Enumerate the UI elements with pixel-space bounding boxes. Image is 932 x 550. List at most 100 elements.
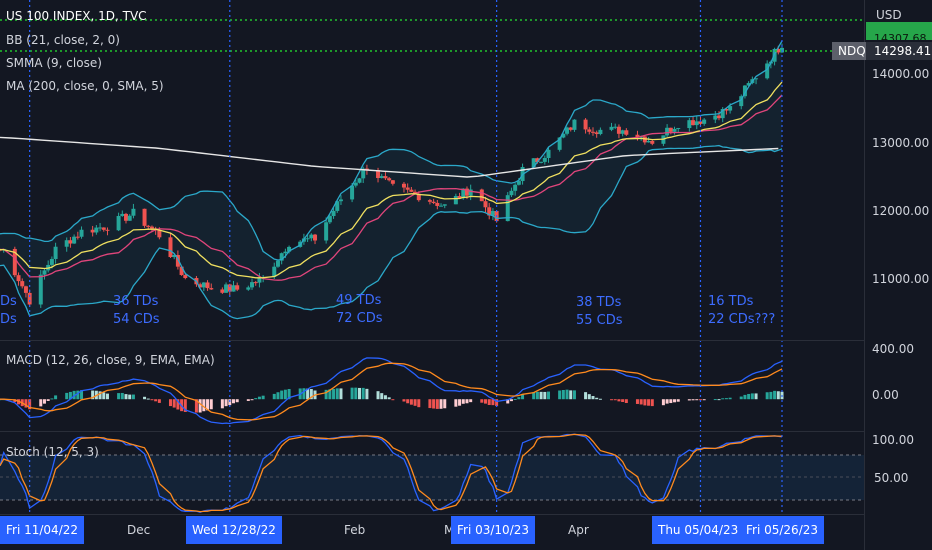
- macd-histogram-bar: [613, 399, 617, 401]
- macd-histogram-bar: [495, 399, 499, 407]
- candle-body: [716, 115, 721, 119]
- candle-body: [313, 234, 318, 241]
- candle-body: [583, 119, 588, 130]
- date-marker-tag: Thu 05/04/23: [652, 516, 745, 544]
- macd-histogram-bar: [776, 391, 780, 400]
- macd-histogram-bar: [584, 392, 588, 400]
- annotation-td: 49 TDs: [336, 293, 382, 308]
- macd-histogram-bar: [350, 387, 354, 400]
- candle-body: [179, 266, 184, 276]
- macd-histogram-bar: [572, 390, 576, 400]
- macd-histogram-bar: [54, 395, 58, 400]
- macd-histogram-bar: [691, 399, 695, 401]
- macd-histogram-bar: [287, 389, 291, 400]
- macd-histogram-bar: [624, 399, 628, 404]
- macd-histogram-bar: [647, 399, 651, 406]
- ma200-line: [0, 136, 779, 178]
- macd-histogram-bar: [717, 399, 721, 401]
- candle-body: [646, 140, 651, 143]
- candle-body: [327, 216, 332, 223]
- candle-body: [642, 136, 647, 143]
- candle-body: [754, 78, 759, 80]
- pane-separator-stoch[interactable]: [0, 431, 864, 432]
- stoch-axis-label: 100.00: [872, 433, 914, 447]
- macd-histogram-bar: [224, 399, 228, 407]
- candle-body: [565, 127, 570, 134]
- candle-body: [513, 184, 518, 191]
- candle-body: [487, 207, 492, 216]
- macd-histogram-bar: [246, 399, 250, 401]
- macd-histogram-bar: [365, 388, 369, 400]
- macd-histogram-bar: [387, 397, 391, 400]
- macd-histogram-bar: [661, 399, 665, 406]
- macd-histogram-bar: [454, 399, 458, 407]
- macd-histogram-bar: [561, 390, 565, 400]
- pane-separator-macd[interactable]: [0, 340, 864, 341]
- macd-histogram-bar: [769, 391, 773, 400]
- macd-legend[interactable]: MACD (12, 26, close, 9, EMA, EMA): [6, 353, 215, 367]
- candle-body: [468, 189, 473, 196]
- candle-body: [250, 282, 255, 288]
- macd-histogram-bar: [198, 399, 202, 413]
- candle-body: [516, 181, 521, 185]
- macd-histogram-bar: [105, 393, 109, 400]
- candle-body: [124, 213, 129, 221]
- macd-signal-line: [0, 362, 783, 421]
- ma-legend[interactable]: MA (200, close, 0, SMA, 5): [6, 79, 164, 93]
- candle-body: [94, 227, 99, 233]
- candle-body: [168, 237, 173, 258]
- candle-body: [439, 205, 444, 207]
- candle-body: [453, 196, 458, 205]
- candle-body: [357, 178, 362, 183]
- currency-label[interactable]: USD: [876, 8, 902, 22]
- macd-axis-label: 400.00: [872, 342, 914, 356]
- time-axis-month: Apr: [568, 523, 589, 537]
- macd-histogram-bar: [391, 399, 395, 401]
- macd-histogram-bar: [124, 394, 128, 400]
- candle-body: [624, 130, 629, 135]
- candle-body: [435, 202, 440, 206]
- price-label: 13000.00: [872, 136, 930, 150]
- candle-body: [231, 285, 236, 292]
- smma-legend[interactable]: SMMA (9, close): [6, 56, 102, 70]
- macd-histogram-bar: [357, 387, 361, 400]
- candle-body: [442, 204, 447, 206]
- macd-histogram-bar: [50, 398, 54, 400]
- bb-legend[interactable]: BB (21, close, 2, 0): [6, 33, 120, 47]
- macd-histogram-bar: [521, 394, 525, 400]
- date-marker-tag: Fri 03/10/23: [451, 516, 536, 544]
- candle-body: [172, 254, 177, 258]
- macd-histogram-bar: [380, 393, 384, 400]
- smma-line: [0, 81, 783, 279]
- annotation-cd: 72 CDs: [336, 311, 383, 326]
- macd-histogram-bar: [698, 399, 702, 401]
- macd-histogram-bar: [202, 399, 206, 412]
- date-marker-tag: Fri 05/26/23: [740, 516, 825, 544]
- candle-body: [127, 215, 132, 221]
- candle-body: [201, 282, 206, 288]
- macd-histogram-bar: [713, 399, 717, 401]
- macd-histogram-bar: [206, 399, 210, 411]
- candle-body: [246, 287, 251, 290]
- candle-body: [572, 119, 577, 130]
- macd-histogram-bar: [128, 394, 132, 400]
- macd-histogram-bar: [231, 399, 235, 404]
- macd-histogram-bar: [131, 394, 135, 400]
- macd-histogram-bar: [569, 390, 573, 400]
- candle-body: [557, 137, 562, 150]
- macd-histogram-bar: [102, 392, 106, 400]
- candle-body: [687, 120, 692, 129]
- symbol-title[interactable]: US 100 INDEX, 1D, TVC: [6, 9, 147, 23]
- macd-histogram-bar: [413, 399, 417, 406]
- macd-histogram-bar: [402, 399, 406, 402]
- macd-histogram-bar: [39, 399, 43, 407]
- macd-histogram-bar: [669, 399, 673, 404]
- candle-body: [594, 132, 599, 135]
- date-marker-tag: Wed 12/28/22: [186, 516, 282, 544]
- macd-histogram-bar: [435, 399, 439, 409]
- macd-histogram-bar: [76, 390, 80, 400]
- candle-body: [665, 127, 670, 136]
- macd-histogram-bar: [276, 392, 280, 400]
- stoch-legend[interactable]: Stoch (12, 5, 3): [6, 445, 99, 459]
